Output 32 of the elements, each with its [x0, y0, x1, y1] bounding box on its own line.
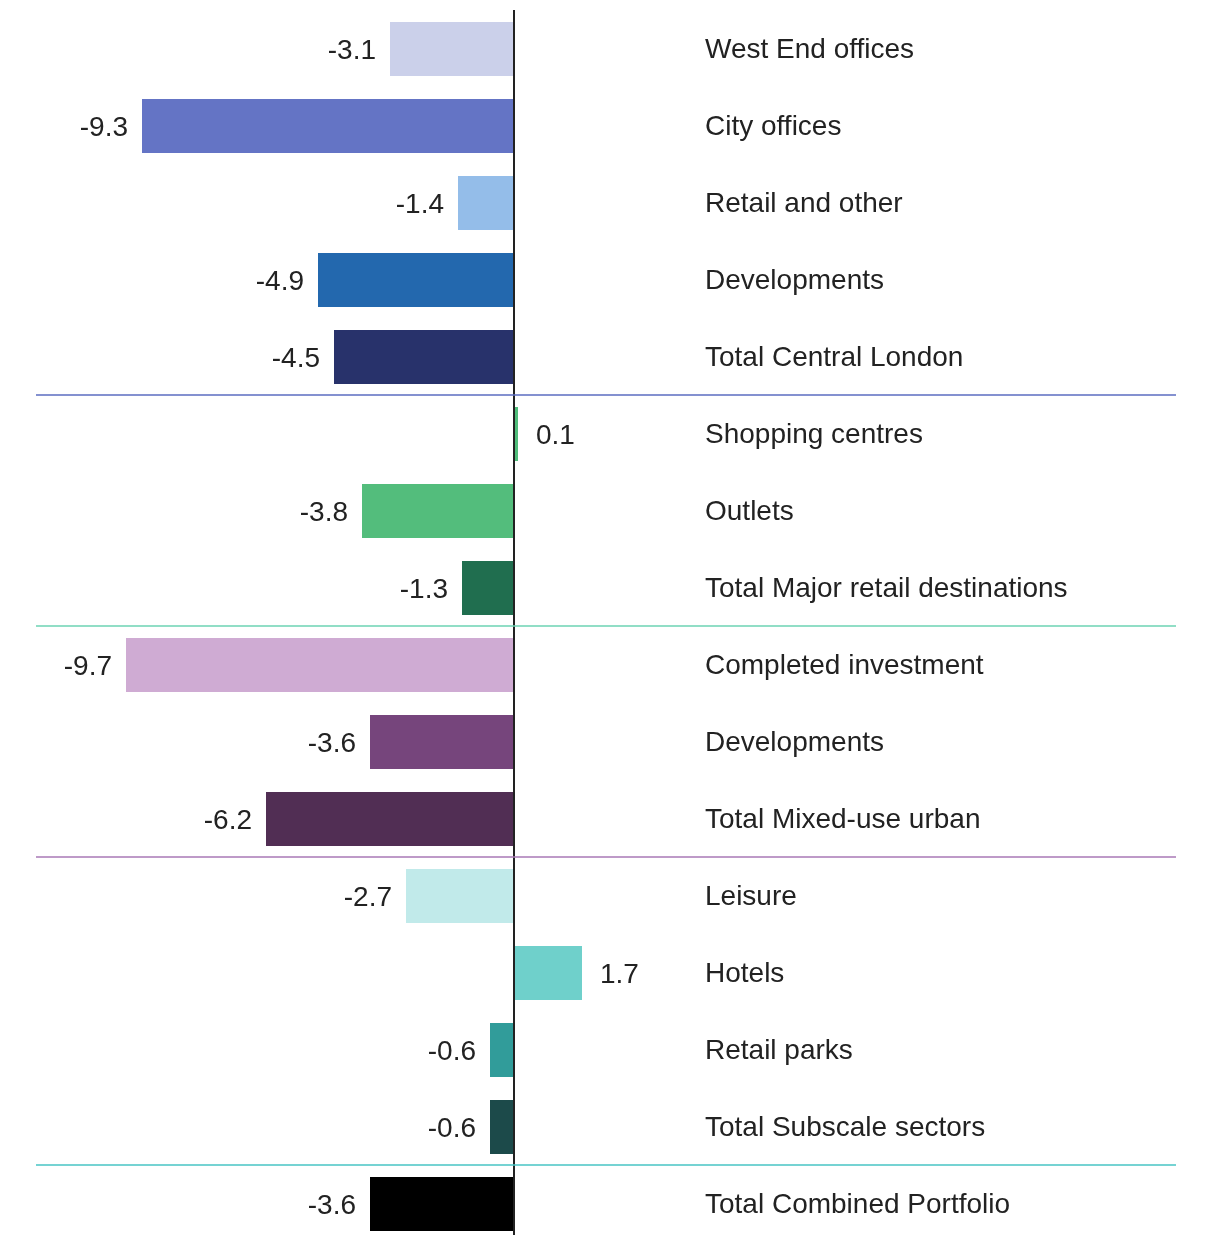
- data-label: -0.6: [427, 1034, 476, 1066]
- data-label: 0.1: [536, 418, 575, 450]
- data-label: -9.7: [63, 649, 112, 681]
- y-tick-label: Total Mixed-use urban: [705, 803, 981, 835]
- y-tick-label: Developments: [705, 726, 884, 758]
- y-tick-label: City offices: [705, 110, 842, 142]
- data-label: -6.2: [203, 803, 252, 835]
- y-tick-label: Shopping centres: [705, 418, 923, 450]
- data-label: -1.4: [395, 187, 444, 219]
- y-tick-label: Retail and other: [705, 187, 903, 219]
- y-tick-label: Developments: [705, 264, 884, 296]
- y-tick-label: Total Combined Portfolio: [705, 1188, 1011, 1220]
- y-tick-label: West End offices: [705, 33, 915, 65]
- y-tick-label: Retail parks: [705, 1034, 853, 1066]
- data-label: -4.5: [271, 341, 320, 373]
- y-tick-label: Total Major retail destinations: [705, 572, 1068, 604]
- data-label: -1.3: [399, 572, 448, 604]
- y-tick-label: Total Subscale sectors: [705, 1111, 986, 1143]
- data-label: -4.9: [255, 264, 304, 296]
- data-label: -0.6: [427, 1111, 476, 1143]
- y-tick-label: Total Central London: [705, 341, 964, 373]
- y-tick-label: Completed investment: [705, 649, 984, 681]
- data-label: 1.7: [600, 957, 639, 989]
- data-label: -3.6: [307, 726, 356, 758]
- data-label: -3.1: [327, 33, 376, 65]
- y-tick-label: Outlets: [705, 495, 794, 527]
- data-label: -2.7: [343, 880, 392, 912]
- data-label: -3.6: [307, 1188, 356, 1220]
- data-label: -3.8: [299, 495, 348, 527]
- y-tick-label: Hotels: [705, 957, 785, 989]
- y-tick-label: Leisure: [705, 880, 797, 912]
- data-label: -9.3: [79, 110, 128, 142]
